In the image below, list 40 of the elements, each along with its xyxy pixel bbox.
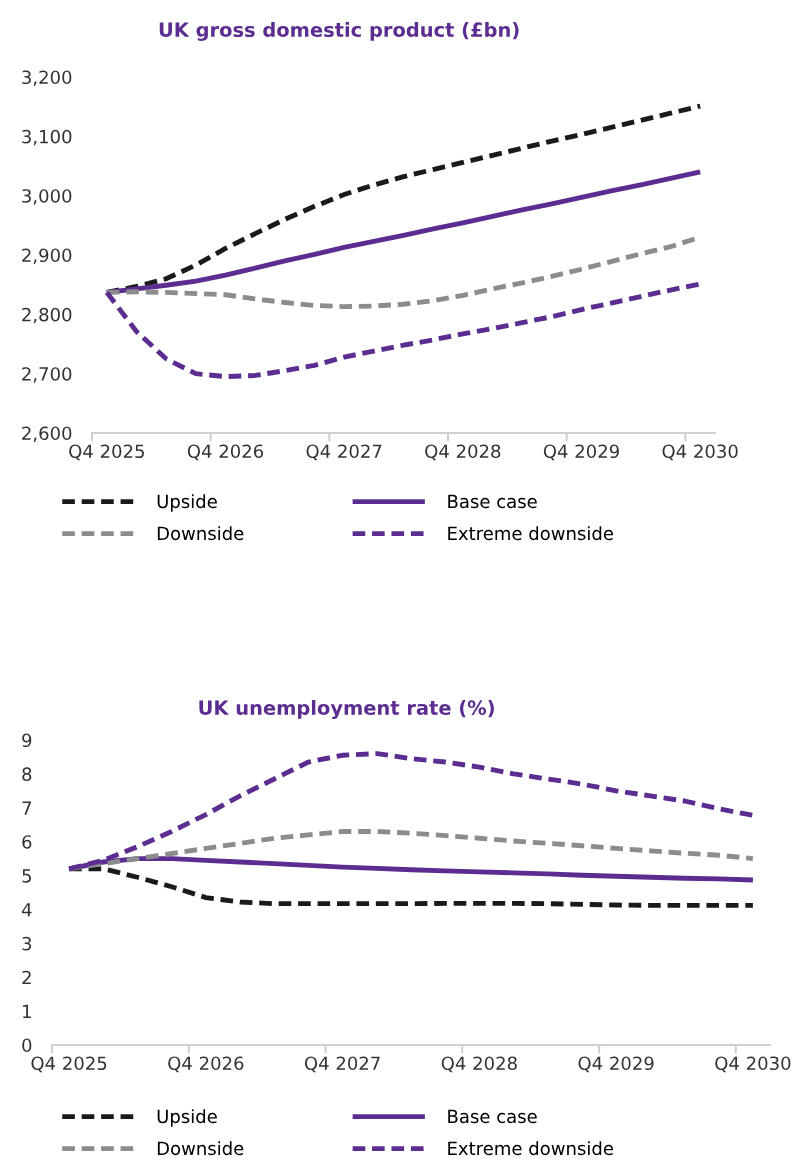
y-tick-label: 2,800 bbox=[22, 307, 72, 324]
x-tick-label: Q4 2027 bbox=[304, 1056, 380, 1073]
legend-label: Extreme downside bbox=[448, 1141, 613, 1156]
chart-title: UK unemployment rate (%) bbox=[199, 700, 494, 719]
x-tick-label: Q4 2026 bbox=[187, 444, 264, 461]
legend-label: Extreme downside bbox=[448, 526, 613, 541]
x-tick-label: Q4 2025 bbox=[31, 1056, 107, 1073]
y-tick-label: 3,000 bbox=[22, 189, 72, 205]
x-tick-label: Q4 2025 bbox=[69, 444, 144, 461]
y-tick-label: 9 bbox=[22, 733, 32, 748]
x-tick-label: Q4 2028 bbox=[441, 1056, 517, 1073]
legend-label: Upside bbox=[157, 494, 217, 512]
y-tick-label: 7 bbox=[22, 801, 32, 815]
legend-label: Downside bbox=[157, 1141, 244, 1156]
legend-label: Base case bbox=[448, 494, 537, 509]
y-tick-label: 3 bbox=[22, 936, 32, 951]
y-tick-label: 6 bbox=[22, 835, 32, 849]
x-tick-label: Q4 2030 bbox=[715, 1056, 791, 1073]
y-tick-label: 2,900 bbox=[22, 248, 72, 264]
x-tick-label: Q4 2026 bbox=[168, 1056, 244, 1073]
x-tick-label: Q4 2030 bbox=[662, 444, 738, 461]
x-tick-label: Q4 2029 bbox=[543, 444, 619, 461]
legend-label: Base case bbox=[448, 1109, 537, 1124]
y-tick-label: 3,100 bbox=[22, 129, 72, 146]
y-tick-label: 2 bbox=[22, 970, 31, 985]
y-tick-label: 0 bbox=[22, 1038, 32, 1053]
legend-label: Downside bbox=[157, 526, 244, 541]
x-tick-label: Q4 2028 bbox=[425, 444, 501, 461]
x-tick-label: Q4 2029 bbox=[578, 1056, 654, 1073]
chart-title: UK gross domestic product (£bn) bbox=[159, 22, 519, 41]
y-tick-label: 8 bbox=[22, 767, 32, 782]
line-series bbox=[66, 829, 756, 872]
y-tick-label: 4 bbox=[21, 903, 32, 917]
y-tick-label: 2,600 bbox=[22, 426, 72, 442]
legend-label: Upside bbox=[157, 1109, 217, 1127]
x-tick-label: Q4 2027 bbox=[306, 444, 382, 461]
y-tick-label: 5 bbox=[22, 869, 31, 883]
y-tick-label: 3,200 bbox=[22, 70, 72, 86]
y-tick-label: 2,700 bbox=[22, 367, 72, 383]
y-tick-label: 1 bbox=[23, 1004, 31, 1018]
